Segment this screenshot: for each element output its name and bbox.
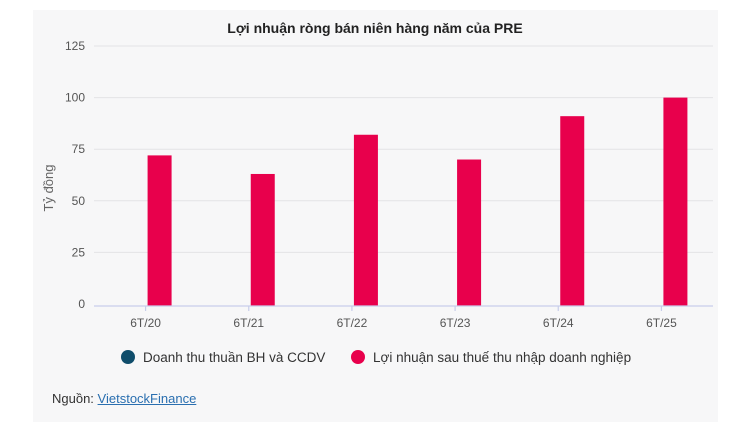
y-tick-label: 125	[65, 39, 85, 53]
bars	[147, 97, 688, 307]
source-label: Nguồn:	[52, 391, 94, 406]
x-tick-label: 6T/23	[440, 316, 471, 330]
y-tick-label: 75	[72, 142, 86, 156]
y-tick-label: 25	[72, 245, 86, 259]
y-axis-ticks: 0 25 50 75 100 125	[65, 39, 85, 311]
chart-title: Lợi nhuận ròng bán niên hàng năm của PRE	[227, 20, 522, 36]
legend-marker[interactable]	[351, 350, 365, 364]
x-tick-label: 6T/25	[646, 316, 677, 330]
gridlines	[94, 45, 713, 253]
chart-panel: Lợi nhuận ròng bán niên hàng năm của PRE…	[33, 10, 718, 422]
legend-label[interactable]: Doanh thu thuần BH và CCDV	[143, 350, 325, 365]
legend-marker[interactable]	[121, 350, 135, 364]
legend[interactable]: Doanh thu thuần BH và CCDV Lợi nhuận sau …	[121, 350, 631, 365]
bar-6T/22[interactable]	[353, 134, 378, 306]
bar-6T/23[interactable]	[457, 159, 482, 306]
x-tick-label: 6T/21	[233, 316, 264, 330]
x-tick-label: 6T/24	[543, 316, 574, 330]
source-line: Nguồn: VietstockFinance	[52, 391, 196, 406]
bar-6T/21[interactable]	[250, 173, 275, 306]
x-tick-label: 6T/20	[130, 316, 161, 330]
x-axis-ticks: 6T/20 6T/21 6T/22 6T/23 6T/24 6T/25	[130, 306, 677, 330]
source-link[interactable]: VietstockFinance	[97, 391, 197, 406]
y-tick-label: 50	[72, 194, 86, 208]
y-axis-label: Tỷ đồng	[41, 165, 56, 212]
bar-6T/20[interactable]	[147, 155, 172, 306]
legend-label[interactable]: Lợi nhuận sau thuế thu nhập doanh nghiệp	[373, 350, 631, 365]
y-tick-label: 100	[65, 91, 85, 105]
y-tick-label: 0	[78, 297, 85, 311]
x-tick-label: 6T/22	[337, 316, 368, 330]
bar-6T/25[interactable]	[663, 97, 688, 306]
bar-chart: Lợi nhuận ròng bán niên hàng năm của PRE…	[41, 20, 713, 365]
bar-6T/24[interactable]	[560, 116, 585, 307]
